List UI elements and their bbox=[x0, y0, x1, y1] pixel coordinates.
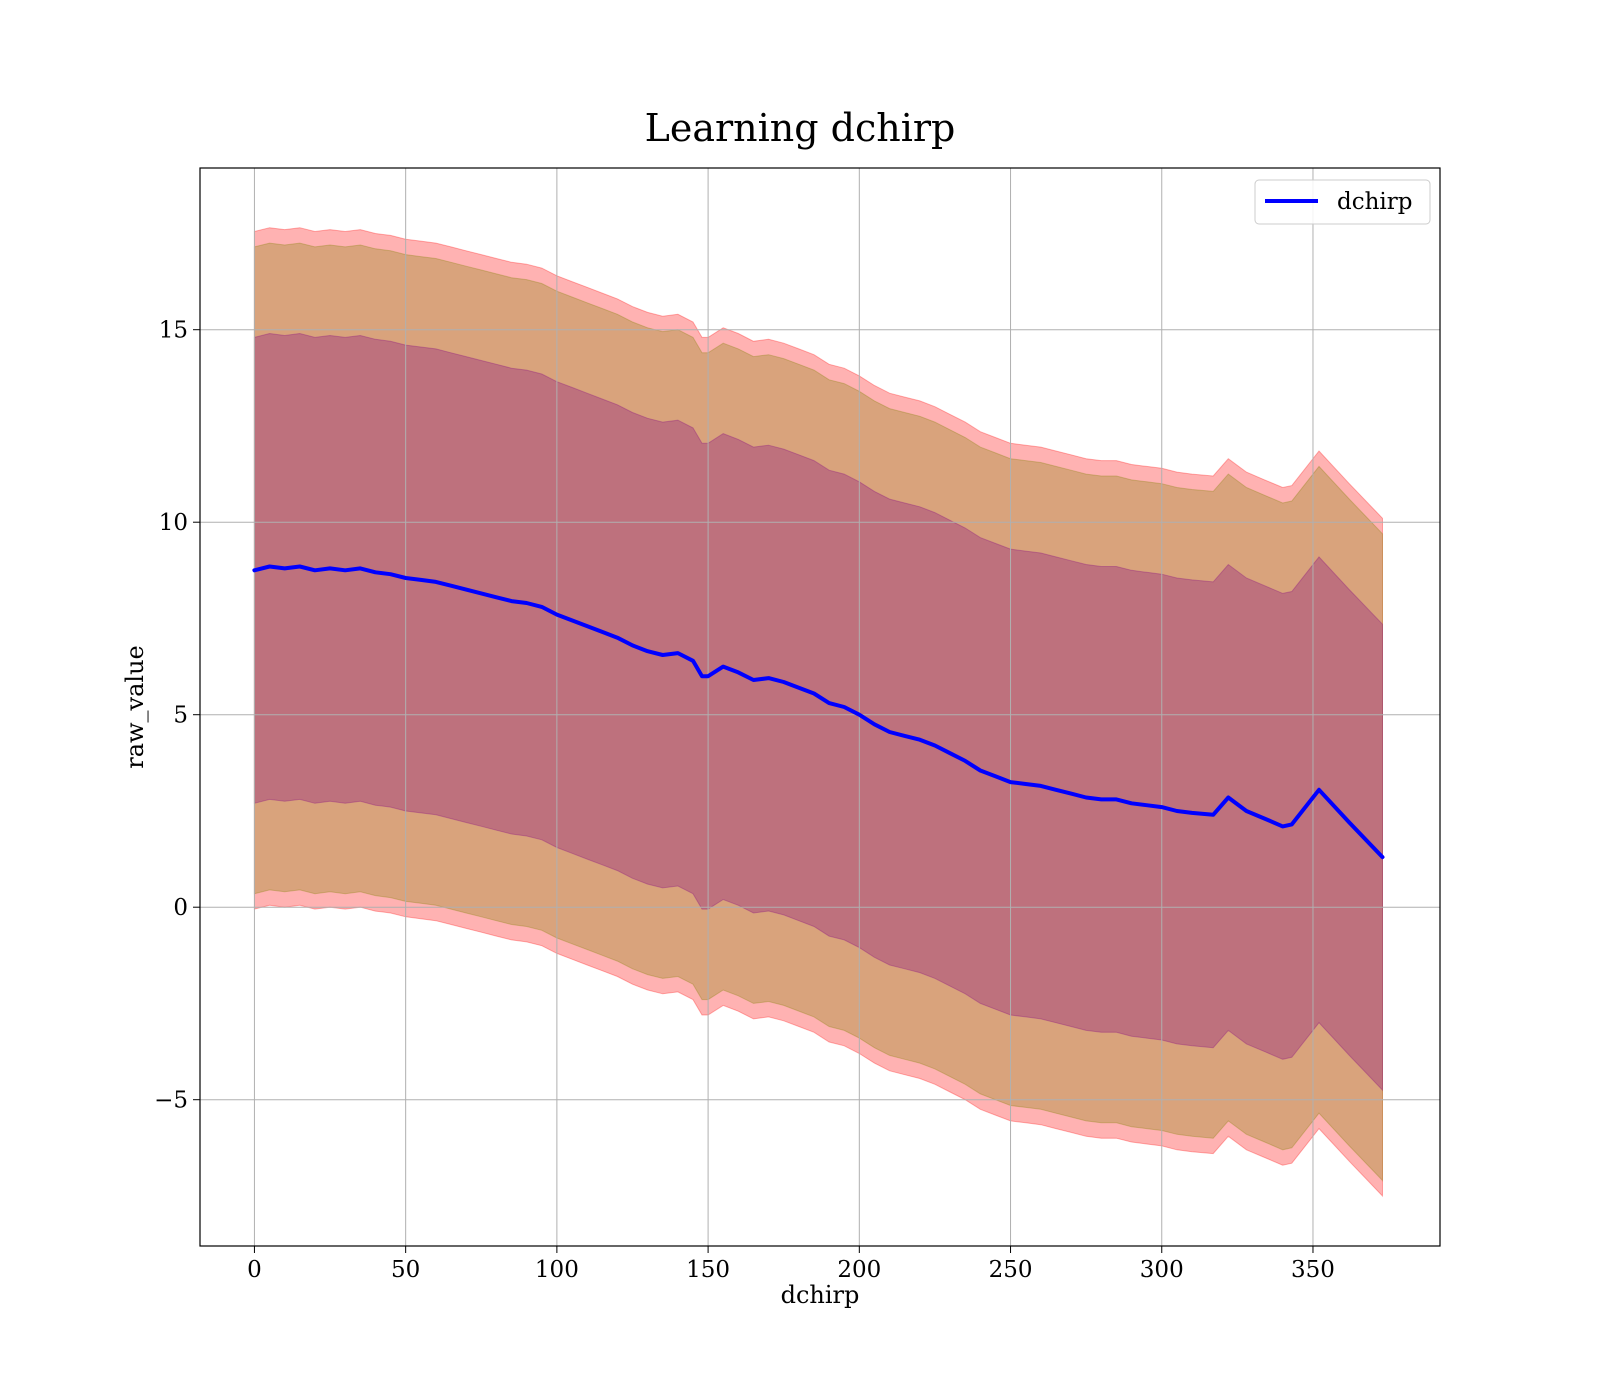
series-group bbox=[252, 564, 1385, 860]
x-tick-label-0: 0 bbox=[247, 1257, 262, 1283]
x-tick-label-3: 150 bbox=[686, 1257, 730, 1283]
x-axis-label: dchirp bbox=[781, 1281, 860, 1309]
grid-lines bbox=[200, 168, 1440, 1246]
legend: dchirp bbox=[1254, 179, 1431, 225]
x-tick-label-2: 100 bbox=[535, 1257, 579, 1283]
y-tick-label-1: 0 bbox=[173, 895, 188, 921]
y-tick-label-0: −5 bbox=[154, 1088, 188, 1114]
legend-label-dchirp: dchirp bbox=[1337, 189, 1413, 215]
x-tick-label-1: 50 bbox=[391, 1257, 420, 1283]
plot-frame bbox=[199, 167, 1441, 1247]
x-axis: 0 50 100 150 200 250 300 350 bbox=[247, 1246, 1335, 1283]
y-tick-label-3: 10 bbox=[159, 510, 188, 536]
uncertainty-bands bbox=[253, 227, 1383, 1198]
band-1 bbox=[253, 242, 1383, 1182]
y-tick-label-2: 5 bbox=[173, 703, 188, 729]
legend-box bbox=[1254, 179, 1431, 225]
x-tick-label-4: 200 bbox=[837, 1257, 881, 1283]
band-0 bbox=[253, 227, 1383, 1198]
y-axis: −5 0 5 10 15 bbox=[154, 318, 200, 1114]
chart-title: Learning dchirp bbox=[645, 106, 956, 150]
x-tick-label-5: 250 bbox=[989, 1257, 1033, 1283]
series-line-0 bbox=[252, 564, 1385, 860]
x-tick-label-6: 300 bbox=[1140, 1257, 1184, 1283]
x-tick-label-7: 350 bbox=[1291, 1257, 1335, 1283]
y-tick-label-4: 15 bbox=[159, 318, 188, 344]
y-axis-label: raw_value bbox=[121, 645, 149, 769]
